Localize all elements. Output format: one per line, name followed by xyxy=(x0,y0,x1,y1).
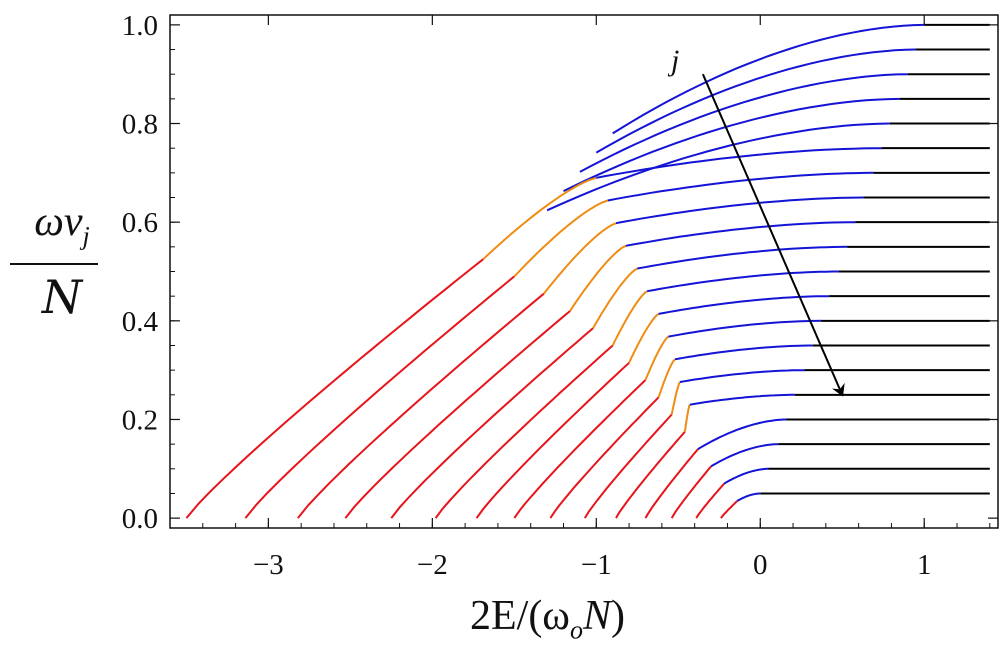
y-tick-label: 0.6 xyxy=(122,207,158,239)
series-blue-segment xyxy=(668,319,821,338)
x-tick-label: 1 xyxy=(917,549,932,581)
series-blue-segment xyxy=(612,23,925,135)
series-orange-segment xyxy=(569,244,627,312)
x-tick-label: −3 xyxy=(253,549,284,581)
series-blue-segment xyxy=(679,369,805,383)
series-group xyxy=(185,23,990,519)
series-orange-segment xyxy=(611,290,648,346)
series-red-segment xyxy=(644,448,699,519)
series-red-segment xyxy=(720,500,738,519)
series-blue-segment xyxy=(697,418,787,450)
series-orange-segment xyxy=(683,404,691,432)
series-blue-segment xyxy=(579,73,908,173)
x-tick-label: −2 xyxy=(417,549,448,581)
x-tick-label: 0 xyxy=(753,549,768,581)
series-red-segment xyxy=(583,413,673,519)
series-orange-segment xyxy=(628,313,660,364)
series-blue-segment xyxy=(736,492,761,502)
series-blue-segment xyxy=(615,196,864,225)
series-red-segment xyxy=(344,310,571,519)
x-axis-label: 2E/(ωoN) xyxy=(470,593,625,645)
series-blue-segment xyxy=(563,97,900,192)
series-orange-segment xyxy=(644,335,670,381)
x-tick-label: −1 xyxy=(581,549,612,581)
series-red-segment xyxy=(185,258,484,519)
y-axis-label-fraction-bar xyxy=(10,263,98,265)
series-red-segment xyxy=(434,344,614,519)
series-red-segment xyxy=(475,362,630,519)
series-orange-segment xyxy=(513,199,609,278)
series-blue-segment xyxy=(607,171,874,202)
y-tick-label: 0.4 xyxy=(122,306,159,338)
series-blue-segment xyxy=(637,245,848,270)
series-blue-segment xyxy=(646,270,839,293)
series-red-segment xyxy=(549,396,660,519)
y-tick-label: 0.2 xyxy=(122,404,158,436)
y-axis-label-denominator: N xyxy=(41,270,83,324)
series-red-segment xyxy=(297,292,545,519)
series-red-segment xyxy=(390,327,594,519)
series-orange-segment xyxy=(482,176,597,260)
x-axis: −3 −2 −1 0 1 xyxy=(202,15,991,581)
series-blue-segment xyxy=(710,443,779,468)
series-blue-segment xyxy=(674,344,813,361)
series-red-segment xyxy=(670,465,712,519)
series-red-segment xyxy=(244,275,515,519)
series-orange-segment xyxy=(657,358,676,398)
y-tick-label: 0.8 xyxy=(122,109,158,141)
y-tick-label: 0.0 xyxy=(122,503,158,535)
y-tick-label: 1.0 xyxy=(122,10,158,42)
series-orange-segment xyxy=(543,222,617,295)
series-red-segment xyxy=(695,482,725,519)
y-axis-label-numerator: ωνj xyxy=(34,199,90,251)
series-blue-segment xyxy=(723,467,769,485)
j-arrow xyxy=(701,73,845,397)
y-axis: 0.0 0.2 0.4 0.6 0.8 1.0 xyxy=(122,10,998,535)
series-blue-segment xyxy=(595,48,917,154)
series-blue-segment xyxy=(546,122,890,212)
series-orange-segment xyxy=(592,267,638,329)
series-red-segment xyxy=(615,431,686,519)
j-annotation-label: j xyxy=(671,44,680,77)
series-red-segment xyxy=(513,379,647,519)
series-blue-segment xyxy=(689,393,795,406)
series-orange-segment xyxy=(670,381,681,415)
series-blue-segment xyxy=(625,221,856,247)
